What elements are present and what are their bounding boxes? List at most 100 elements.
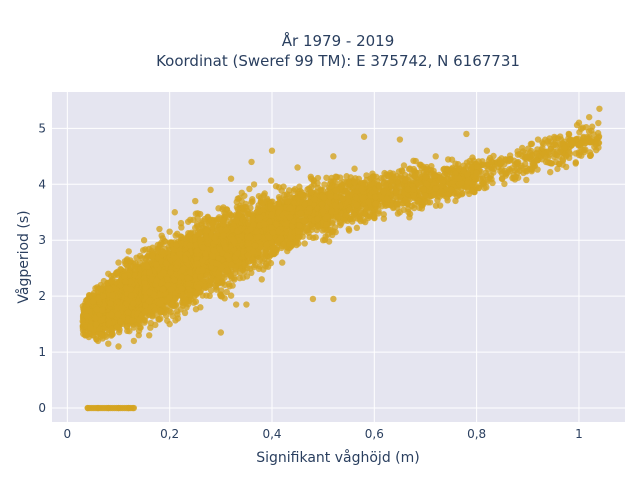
data-point [100, 277, 108, 285]
data-point [166, 228, 173, 235]
data-point [256, 257, 264, 264]
data-point [204, 213, 211, 220]
data-point [211, 234, 219, 242]
data-point [295, 240, 302, 247]
data-point [349, 218, 356, 225]
data-point [153, 277, 160, 284]
data-point [106, 285, 113, 293]
data-point [229, 236, 237, 243]
data-point [216, 246, 223, 253]
data-point [249, 257, 257, 264]
data-point [194, 260, 201, 268]
data-point [203, 271, 211, 279]
data-point [194, 284, 202, 291]
data-point [229, 282, 236, 289]
data-point [196, 230, 203, 237]
data-point [234, 250, 241, 257]
data-point [256, 214, 264, 221]
data-point [129, 300, 137, 307]
data-point [337, 180, 344, 187]
data-point [277, 235, 285, 242]
data-point [92, 321, 100, 328]
chart-title-line2: Koordinat (Sweref 99 TM): E 375742, N 61… [156, 52, 520, 70]
data-point [117, 318, 124, 326]
data-point [172, 232, 179, 239]
data-point [203, 227, 211, 235]
data-point [174, 258, 182, 266]
data-point [266, 218, 273, 225]
data-point [266, 203, 274, 211]
data-point [295, 234, 302, 241]
data-point [333, 213, 340, 220]
data-point [156, 300, 164, 307]
data-point [205, 237, 212, 245]
data-point [321, 181, 328, 188]
data-point [218, 265, 225, 272]
data-point [325, 238, 333, 245]
data-point [308, 183, 315, 190]
data-point [85, 307, 92, 314]
data-point [114, 311, 122, 318]
data-point [199, 244, 207, 251]
data-point [158, 308, 165, 316]
data-point [92, 314, 100, 322]
data-point [296, 222, 303, 229]
data-point [247, 265, 254, 272]
data-point [280, 241, 287, 248]
chart-title-line1: År 1979 - 2019 [282, 31, 395, 50]
data-point [157, 272, 164, 279]
data-point [158, 248, 166, 255]
data-point [149, 252, 156, 260]
data-point [141, 319, 148, 326]
data-point [227, 272, 234, 280]
data-point [167, 269, 174, 276]
data-point [124, 309, 132, 316]
data-point [83, 331, 91, 339]
data-point [151, 307, 158, 314]
data-point [203, 292, 210, 299]
data-point [251, 242, 259, 249]
data-point [186, 242, 194, 249]
data-point [108, 278, 115, 285]
data-point [122, 278, 129, 285]
data-point [115, 329, 123, 336]
data-point [162, 260, 170, 267]
data-point [158, 241, 165, 248]
data-point [113, 270, 120, 277]
data-point [136, 252, 144, 260]
data-point [243, 273, 251, 280]
data-point [209, 220, 217, 228]
data-point [184, 218, 192, 225]
data-point [128, 317, 136, 324]
data-point [93, 306, 101, 313]
data-point [90, 289, 98, 297]
data-point [351, 165, 358, 172]
data-point [109, 292, 116, 299]
data-point [332, 228, 339, 236]
data-point [283, 220, 290, 227]
data-point [146, 269, 153, 276]
data-point [207, 287, 215, 294]
data-point [272, 183, 280, 190]
data-point [178, 233, 185, 241]
data-point [164, 276, 171, 283]
data-point [228, 261, 235, 269]
data-point [223, 288, 230, 296]
data-point [234, 195, 242, 202]
data-point [268, 211, 275, 219]
data-point [127, 257, 134, 264]
data-point [94, 284, 101, 291]
data-point [118, 304, 126, 311]
data-point [220, 232, 227, 239]
data-point [268, 224, 275, 231]
data-point [303, 225, 310, 232]
data-point [98, 331, 105, 339]
data-point [312, 234, 319, 241]
data-point [215, 215, 223, 223]
data-point [142, 283, 149, 291]
data-point [127, 292, 135, 300]
data-point [250, 248, 257, 256]
data-point [202, 250, 209, 257]
data-point [286, 191, 293, 198]
